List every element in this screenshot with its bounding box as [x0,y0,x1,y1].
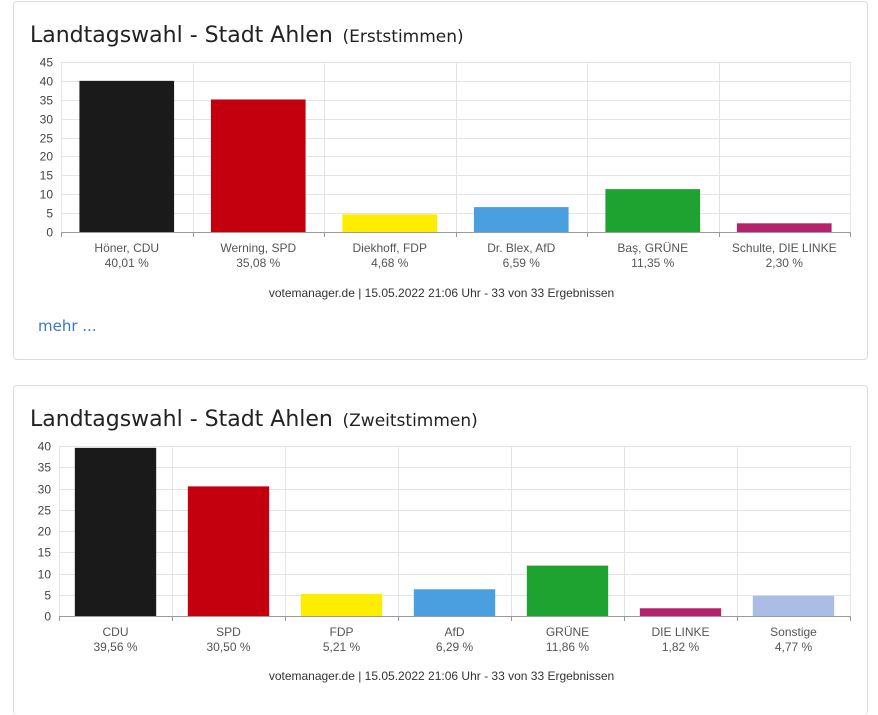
category-label: AfD [444,625,464,639]
category-label: CDU [103,625,129,639]
value-label: 2,30 % [766,256,804,270]
chart-title-main: Landtagswahl - Stadt Ahlen [30,23,333,48]
y-tick-label: 35 [38,461,52,475]
category-label: GRÜNE [546,625,589,639]
bar [413,589,496,616]
value-label: 6,29 % [436,640,474,654]
value-label: 40,01 % [105,256,149,270]
y-tick-label: 30 [38,483,52,497]
bar [187,486,270,616]
y-tick-label: 5 [46,207,53,221]
value-label: 30,50 % [206,640,250,654]
y-tick-label: 20 [40,150,54,164]
value-label: 6,59 % [503,256,541,270]
y-tick-label: 40 [38,440,52,454]
category-label: DIE LINKE [651,625,709,639]
chart-title: Landtagswahl - Stadt Ahlen (Zweitstimmen… [30,404,478,432]
value-label: 1,82 % [662,640,700,654]
source-note: votemanager.de | 15.05.2022 21:06 Uhr - … [268,286,615,300]
source-note: votemanager.de | 15.05.2022 21:06 Uhr - … [268,669,615,683]
category-label: Schulte, DIE LINKE [732,241,837,255]
chart-subtitle: (Zweitstimmen) [342,411,478,431]
bar [210,99,306,232]
category-label: Diekhoff, FDP [353,241,427,255]
category-label: SPD [216,625,241,639]
category-label: Höner, CDU [94,241,159,255]
y-tick-label: 0 [44,610,51,624]
y-tick-label: 10 [38,568,52,582]
value-label: 11,35 % [631,256,674,270]
y-tick-label: 0 [46,226,53,240]
value-label: 39,56 % [93,640,137,654]
chart-title-main: Landtagswahl - Stadt Ahlen [30,407,333,432]
bar [79,80,175,233]
chart-title: Landtagswahl - Stadt Ahlen (Erststimmen) [30,20,464,48]
y-tick-label: 15 [38,546,52,560]
bar [752,595,835,616]
bar [300,593,383,616]
bar [473,207,569,232]
category-label: Sonstige [770,625,817,639]
bar [74,447,157,616]
y-tick-label: 30 [40,113,54,127]
y-tick-label: 5 [44,589,51,603]
more-link[interactable]: mehr ... [38,317,97,335]
y-tick-label: 45 [40,56,54,70]
y-tick-label: 20 [38,525,52,539]
y-tick-label: 35 [40,94,54,108]
zweitstimmen-card: Landtagswahl - Stadt Ahlen (Zweitstimmen… [13,385,868,715]
bar [342,214,438,232]
category-label: Dr. Blex, AfD [487,241,555,255]
bar [526,565,609,616]
bar [736,223,832,232]
value-label: 4,77 % [775,640,813,654]
y-tick-label: 15 [40,169,54,183]
bar [605,189,701,232]
category-label: FDP [330,625,354,639]
chart-subtitle: (Erststimmen) [342,27,464,47]
category-label: Baş, GRÜNE [617,241,688,255]
erststimmen-card: Landtagswahl - Stadt Ahlen (Erststimmen)… [13,1,868,360]
y-tick-label: 10 [40,188,54,202]
value-label: 11,86 % [546,640,589,654]
value-label: 35,08 % [236,256,280,270]
y-tick-label: 25 [40,132,54,146]
category-label: Werning, SPD [220,241,296,255]
y-tick-label: 40 [40,75,54,89]
value-label: 5,21 % [323,640,361,654]
bar [639,608,722,616]
value-label: 4,68 % [371,256,409,270]
y-tick-label: 25 [38,504,52,518]
